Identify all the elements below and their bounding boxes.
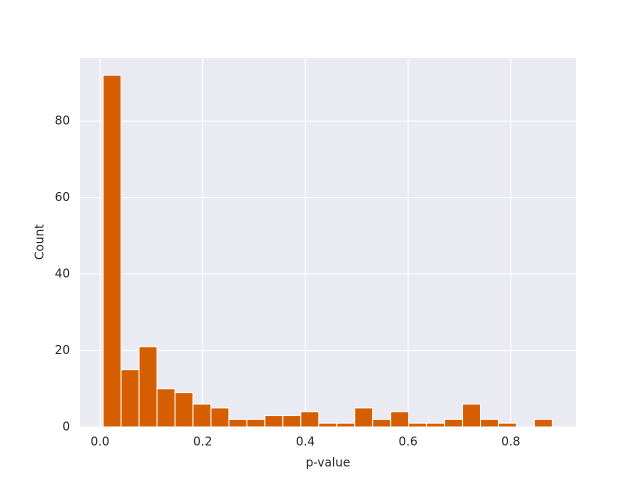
bar	[318, 422, 338, 428]
y-tick-label: 80	[55, 114, 70, 128]
plot-area	[80, 58, 576, 427]
bar	[192, 403, 212, 428]
x-tick-label: 0.8	[501, 435, 520, 449]
bar	[497, 422, 517, 428]
bar	[210, 407, 230, 428]
bar	[408, 422, 428, 428]
y-tick-label: 60	[55, 190, 70, 204]
bar	[390, 411, 410, 428]
bar	[228, 418, 248, 428]
x-tick-label: 0.2	[193, 435, 212, 449]
bar	[102, 74, 122, 428]
y-tick-label: 0	[62, 420, 70, 434]
y-axis-label: Count	[33, 224, 47, 260]
bar	[426, 422, 446, 428]
x-tick-label: 0.0	[90, 435, 109, 449]
bar	[282, 415, 302, 428]
y-tick-label: 20	[55, 343, 70, 357]
bar	[462, 403, 481, 428]
x-tick-label: 0.6	[399, 435, 418, 449]
bar	[138, 346, 158, 428]
bar	[354, 407, 374, 428]
bar	[264, 415, 284, 428]
bar	[246, 418, 266, 428]
x-tick-label: 0.4	[296, 435, 315, 449]
bar	[120, 369, 140, 428]
y-tick-label: 40	[55, 267, 70, 281]
bar	[336, 422, 356, 428]
bar	[174, 392, 194, 428]
bar	[300, 411, 320, 428]
bar	[479, 418, 499, 428]
bar	[372, 418, 392, 428]
x-axis-label: p-value	[306, 456, 350, 470]
bar	[533, 418, 553, 428]
bar	[156, 388, 176, 428]
bar	[444, 418, 464, 428]
